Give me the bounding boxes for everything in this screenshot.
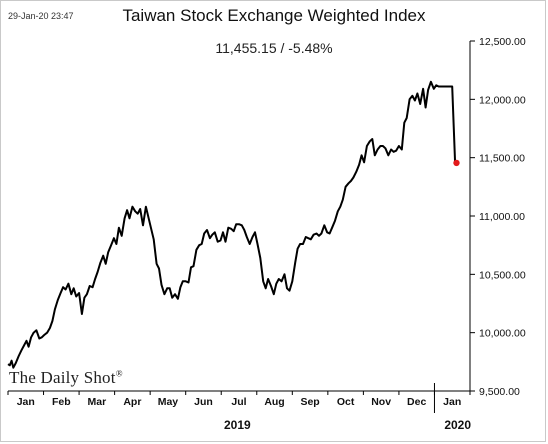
y-tick-label: 11,500.00 <box>479 153 525 165</box>
year-label: 2019 <box>224 418 251 432</box>
chart-title: Taiwan Stock Exchange Weighted Index <box>122 6 426 25</box>
x-tick-label: Feb <box>52 396 71 408</box>
last-point-marker <box>453 159 460 167</box>
chart-subtitle: 11,455.15 / -5.48% <box>215 40 333 56</box>
x-tick-label: Oct <box>337 396 355 408</box>
x-tick-label: Jan <box>443 396 461 408</box>
series-line <box>7 80 457 369</box>
timestamp: 29-Jan-20 23:47 <box>8 11 74 21</box>
plot-area <box>7 80 460 369</box>
x-tick-label: Jun <box>194 396 213 408</box>
x-tick-label: Jul <box>231 396 246 408</box>
year-label: 2020 <box>444 418 472 432</box>
x-tick-label: Mar <box>88 396 107 408</box>
x-axis-labels: Jan Feb Mar Apr May Jun Jul Aug Sep Oct Nov Dec Jan <box>17 396 462 408</box>
y-tick-label: 11,000.00 <box>479 211 525 223</box>
y-tick-label: 12,000.00 <box>479 94 526 106</box>
brand-mark: ® <box>115 368 123 379</box>
y-tick-label: 10,000.00 <box>479 328 526 340</box>
x-tick-label: Aug <box>264 396 284 408</box>
x-tick-label: Jan <box>17 396 35 408</box>
x-tick-label: Sep <box>300 396 319 408</box>
y-tick-label: 9,500.00 <box>479 386 520 398</box>
brand-logo: The Daily Shot® <box>9 368 123 388</box>
y-tick-label: 12,500.00 <box>479 36 526 48</box>
x-tick-label: Nov <box>371 396 391 408</box>
x-tick-label: Dec <box>407 396 426 408</box>
y-tick-label: 10,500.00 <box>479 269 526 281</box>
brand-name: The Daily Shot <box>9 368 116 387</box>
x-tick-label: May <box>158 396 179 408</box>
chart-axes <box>7 40 475 413</box>
x-tick-label: Apr <box>123 396 141 408</box>
y-axis-labels: 9,500.00 10,000.00 10,500.00 11,000.00 11,50… <box>479 36 526 398</box>
